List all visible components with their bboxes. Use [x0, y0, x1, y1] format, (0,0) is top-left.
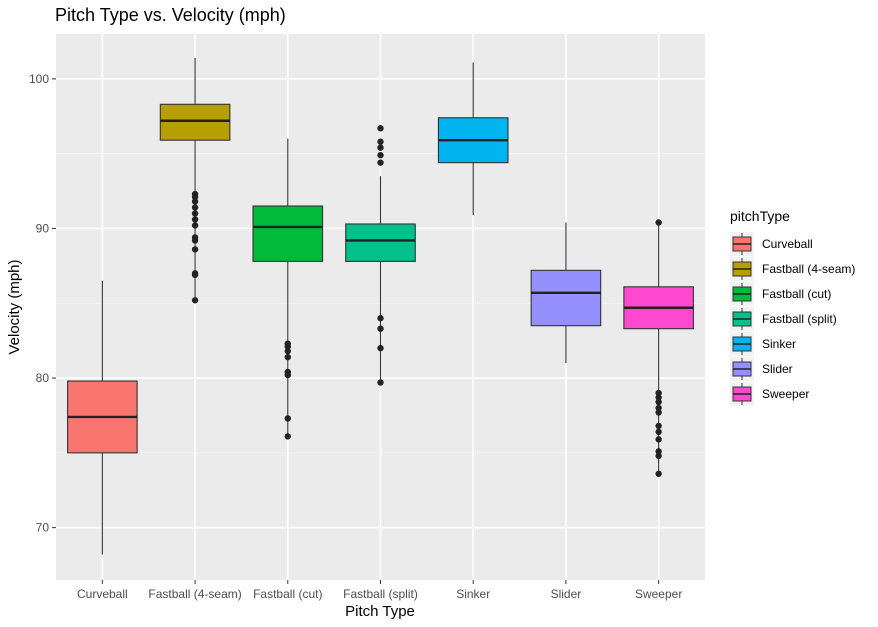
- legend-item: Fastball (4-seam): [730, 257, 855, 281]
- legend-item: Fastball (cut): [730, 282, 831, 306]
- legend-title: pitchType: [730, 208, 790, 224]
- x-axis-title: Pitch Type: [345, 603, 415, 620]
- y-tick-label: 100: [29, 72, 49, 86]
- legend-label: Curveball: [762, 237, 813, 251]
- outlier-point: [655, 398, 662, 406]
- outlier-point: [377, 144, 384, 151]
- box: [252, 205, 324, 262]
- outlier-point: [655, 422, 662, 430]
- legend: pitchType Curveball Fastball (4-seam) Fast…: [730, 208, 855, 406]
- x-tick-label: Fastball (split): [343, 587, 418, 601]
- outlier-point: [377, 159, 384, 166]
- box-group: [437, 62, 509, 216]
- outlier-point: [377, 325, 384, 332]
- outlier-point: [284, 433, 291, 440]
- legend-label: Fastball (4-seam): [762, 262, 855, 276]
- outlier-point: [191, 198, 199, 205]
- legend-item: Curveball: [730, 232, 813, 256]
- outlier-point: [191, 297, 199, 304]
- outlier-point: [191, 216, 199, 223]
- legend-item: Slider: [730, 357, 793, 381]
- box-group: [623, 219, 694, 477]
- y-axis-title: Velocity (mph): [6, 259, 23, 354]
- outlier-point: [377, 315, 384, 322]
- outlier-point: [655, 389, 662, 397]
- outlier-point: [655, 394, 662, 401]
- legend-item: Sinker: [730, 332, 796, 356]
- x-tick-label: Sinker: [456, 587, 490, 601]
- outlier-point: [191, 190, 199, 198]
- boxes: [67, 57, 694, 555]
- legend-item: Fastball (split): [730, 307, 837, 331]
- x-tick-label: Sweeper: [635, 587, 682, 601]
- outlier-point: [655, 470, 662, 477]
- legend-label: Slider: [762, 362, 793, 376]
- chart-title: Pitch Type vs. Velocity (mph): [55, 5, 286, 25]
- box-group: [252, 138, 324, 440]
- outlier-point: [191, 270, 199, 277]
- y-tick-label: 80: [36, 371, 50, 385]
- outlier-point: [655, 409, 662, 416]
- x-tick-label: Fastball (cut): [253, 587, 322, 601]
- legend-label: Sinker: [762, 337, 796, 351]
- outlier-point: [377, 138, 384, 145]
- outlier-point: [655, 428, 662, 436]
- outlier-point: [191, 204, 199, 211]
- box: [530, 269, 602, 327]
- outlier-point: [655, 448, 662, 455]
- outlier-point: [191, 222, 199, 229]
- y-axis-ticks: 70 80 90 100: [29, 72, 56, 535]
- outlier-point: [655, 436, 662, 443]
- outlier-point: [377, 151, 384, 159]
- x-tick-label: Fastball (4-seam): [148, 587, 241, 601]
- legend-item: Sweeper: [730, 382, 809, 406]
- box-group: [159, 57, 231, 304]
- outlier-point: [377, 379, 384, 386]
- legend-label: Sweeper: [762, 387, 809, 401]
- y-tick-label: 70: [36, 521, 50, 535]
- outlier-point: [284, 415, 291, 422]
- box-group: [345, 125, 416, 386]
- outlier-point: [377, 344, 384, 352]
- outlier-point: [284, 347, 291, 355]
- outlier-point: [655, 219, 662, 226]
- x-axis-ticks: Curveball Fastball (4-seam) Fastball (cut)…: [77, 580, 682, 601]
- outlier-point: [191, 210, 199, 217]
- outlier-point: [377, 125, 384, 132]
- legend-label: Fastball (cut): [762, 287, 831, 301]
- outlier-point: [191, 234, 199, 241]
- outlier-point: [191, 246, 199, 253]
- legend-label: Fastball (split): [762, 312, 837, 326]
- outlier-point: [284, 353, 291, 361]
- box-group: [530, 222, 602, 364]
- box-group: [67, 280, 138, 555]
- outlier-point: [284, 340, 291, 347]
- y-tick-label: 90: [36, 221, 50, 235]
- x-tick-label: Slider: [551, 587, 582, 601]
- box: [159, 103, 231, 141]
- outlier-point: [655, 452, 662, 460]
- outlier-point: [284, 368, 291, 376]
- outlier-point: [655, 404, 662, 412]
- x-tick-label: Curveball: [77, 587, 128, 601]
- box: [345, 223, 416, 262]
